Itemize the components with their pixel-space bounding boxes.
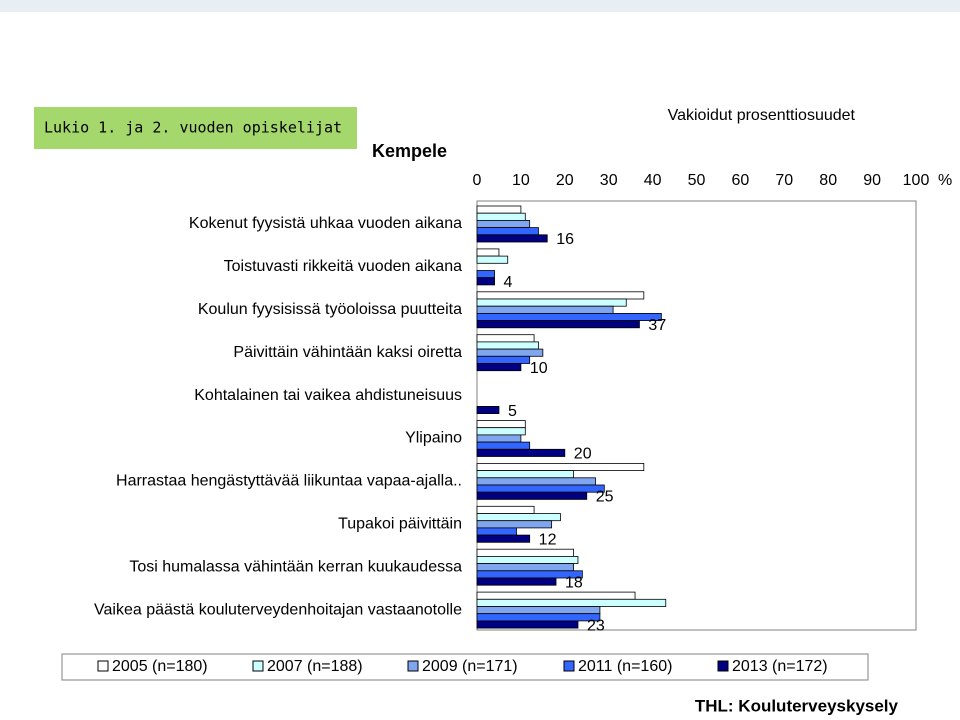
x-tick-label: 70 [775, 172, 793, 189]
category-label: Vaikea päästä kouluterveydenhoitajan vas… [94, 601, 462, 618]
bar [476, 548, 574, 557]
bar [476, 219, 531, 228]
legend-swatch [717, 660, 729, 672]
x-tick-label: 50 [688, 172, 706, 189]
legend-swatch [97, 660, 109, 672]
legend-label: 2013 (n=172) [732, 658, 828, 675]
bar [476, 405, 500, 414]
bar [476, 248, 500, 257]
category-label: Tupakoi päivittäin [338, 516, 462, 533]
bar [476, 505, 535, 514]
data-label: 4 [504, 274, 513, 291]
x-tick-label: 20 [556, 172, 574, 189]
bar [476, 205, 522, 214]
data-label: 18 [565, 574, 583, 591]
subtitle-box [34, 107, 357, 149]
x-tick-label: 100 [903, 172, 930, 189]
bar [476, 484, 605, 493]
bar [476, 470, 574, 479]
bar [476, 448, 566, 457]
bar [476, 591, 636, 600]
data-label: 10 [530, 360, 548, 377]
x-tick-label: 90 [863, 172, 881, 189]
data-label: 37 [648, 317, 666, 334]
data-label: 16 [556, 231, 574, 248]
category-label: Ylipaino [405, 430, 462, 447]
bar [476, 556, 579, 565]
category-label: Toistuvasti rikkeitä vuoden aikana [224, 258, 462, 275]
category-label: Päivittäin vähintään kaksi oiretta [233, 344, 462, 361]
data-label: 5 [508, 403, 517, 420]
category-label: Kokenut fyysistä uhkaa vuoden aikana [189, 215, 462, 232]
bar [476, 312, 662, 321]
bar [476, 234, 548, 243]
x-tick-label: 40 [644, 172, 662, 189]
bar [476, 363, 522, 372]
legend-swatch [252, 660, 264, 672]
bar [476, 291, 645, 300]
bar [476, 527, 517, 536]
bar [476, 420, 526, 429]
unit-label: % [938, 172, 952, 189]
data-label: 23 [587, 617, 605, 634]
bar [476, 613, 601, 622]
category-label: Kohtalainen tai vaikea ahdistuneisuus [194, 387, 462, 404]
bar [476, 348, 544, 357]
top-stripe [0, 0, 960, 12]
x-tick-label: 30 [600, 172, 618, 189]
bar [476, 477, 596, 486]
legend-label: 2011 (n=160) [578, 658, 672, 675]
x-tick-label: 60 [732, 172, 750, 189]
chart-title: Kempele [372, 141, 447, 161]
bar [476, 212, 526, 221]
data-label: 20 [574, 446, 592, 463]
x-tick-label: 10 [512, 172, 530, 189]
bar [476, 534, 531, 543]
bar [476, 434, 522, 443]
bar [476, 462, 645, 471]
data-label: 12 [539, 532, 557, 549]
bar [476, 513, 561, 522]
plot-frame [476, 200, 917, 631]
legend-swatch [563, 660, 575, 672]
bar [476, 563, 574, 572]
bar [476, 277, 495, 286]
legend [61, 653, 869, 681]
category-label: Harrastaa hengästyttävää liikuntaa vapaa… [116, 473, 462, 490]
bar [476, 620, 579, 629]
bar [476, 427, 526, 436]
source: THL: Kouluterveyskysely [695, 696, 899, 715]
category-label: Koulun fyysisissä työoloissa puutteita [198, 301, 462, 318]
category-label: Tosi humalassa vähintään kerran kuukaude… [129, 558, 462, 575]
bar [476, 341, 539, 350]
bar [476, 270, 495, 279]
legend-swatch [407, 660, 419, 672]
bar [476, 491, 588, 500]
legend-label: 2005 (n=180) [112, 658, 208, 675]
subtitle: Lukio 1. ja 2. vuoden opiskelijat [44, 119, 342, 137]
bar [476, 606, 601, 615]
legend-label: 2009 (n=171) [422, 658, 518, 675]
bar [476, 577, 557, 586]
x-tick-label: 80 [819, 172, 837, 189]
bar [476, 334, 535, 343]
axis-label: Vakioidut prosenttiosuudet [668, 107, 856, 124]
legend-label: 2007 (n=188) [267, 658, 363, 675]
bar [476, 227, 539, 236]
bar [476, 305, 614, 314]
bar [476, 320, 640, 329]
bar [476, 298, 627, 307]
bar [476, 255, 509, 264]
bar [476, 520, 553, 529]
bar [476, 598, 667, 607]
x-tick-label: 0 [473, 172, 482, 189]
bar [476, 441, 531, 450]
bar [476, 355, 531, 364]
data-label: 25 [596, 489, 614, 506]
